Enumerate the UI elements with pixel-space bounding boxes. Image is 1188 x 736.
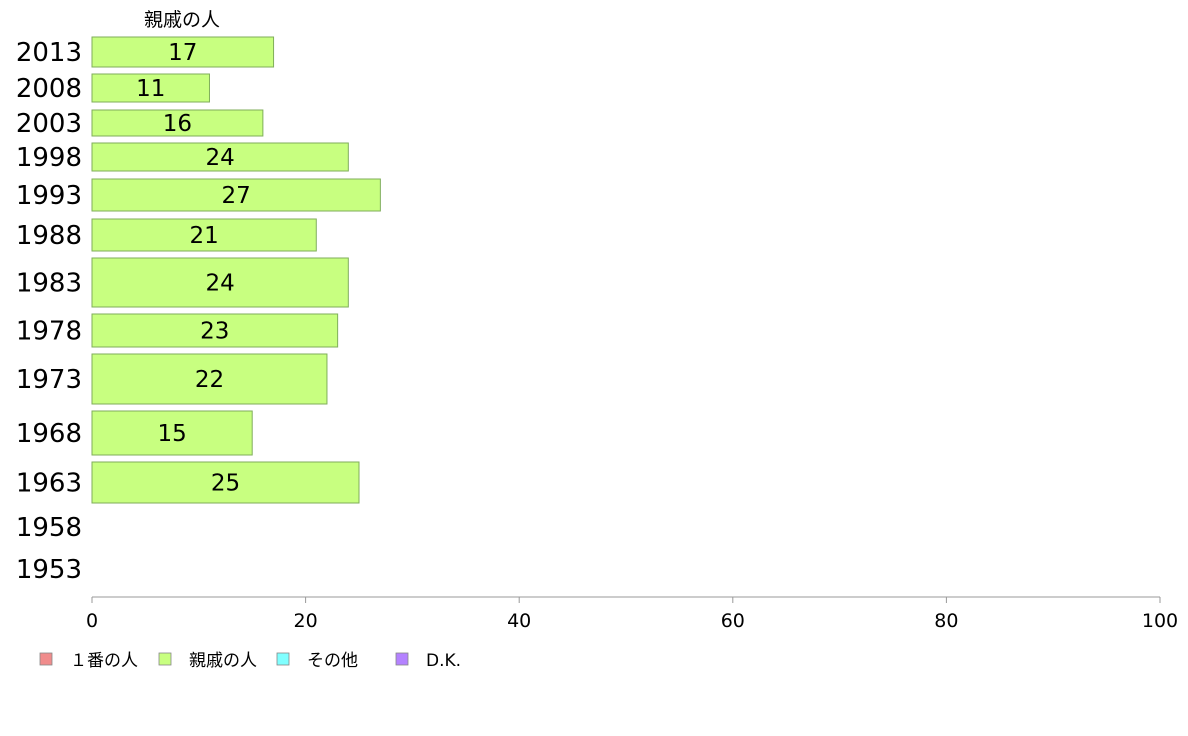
- legend-swatch: [395, 652, 409, 666]
- category-label: 1968: [16, 419, 82, 449]
- legend-item: １番の人: [39, 651, 138, 671]
- category-label: 2008: [16, 74, 82, 104]
- category-labels: 2013 2008 2003 1998 1993 1988 1983 1978 1973 1968…: [16, 38, 82, 585]
- legend-item: 親戚の人: [158, 651, 257, 671]
- legend-swatch: [39, 652, 53, 666]
- category-label: 1953: [16, 555, 82, 585]
- x-tick-label: 40: [507, 610, 531, 632]
- category-label: 1973: [16, 365, 82, 395]
- legend-label: D.K.: [426, 651, 461, 671]
- bar: [91, 313, 339, 348]
- bar-value-label: 24: [206, 145, 235, 171]
- x-tick-label: 0: [86, 610, 98, 632]
- category-label: 1958: [16, 513, 82, 543]
- legend-item: その他: [276, 651, 358, 671]
- legend-item: D.K.: [395, 651, 461, 671]
- legend-swatch: [276, 652, 290, 666]
- category-label: 1963: [16, 469, 82, 499]
- bar: [91, 461, 360, 504]
- bar: [91, 142, 349, 172]
- bar-value-label: 23: [200, 319, 229, 345]
- bar: [91, 410, 253, 456]
- x-tick-label: 100: [1142, 610, 1178, 632]
- category-label: 1978: [16, 317, 82, 347]
- category-label: 1983: [16, 269, 82, 299]
- bar: [91, 218, 317, 252]
- legend-label: １番の人: [70, 651, 138, 671]
- bar-value-label: 22: [195, 367, 224, 393]
- bar: [91, 36, 275, 68]
- bar: [91, 109, 264, 137]
- bar: [91, 257, 349, 308]
- category-label: 1988: [16, 221, 82, 251]
- bar-value-label: 11: [136, 76, 165, 102]
- legend-swatch: [158, 652, 172, 666]
- legend-label: その他: [307, 651, 358, 671]
- category-label: 2013: [16, 38, 82, 68]
- bar-value-label: 21: [189, 223, 218, 249]
- bar-value-label: 25: [211, 471, 240, 497]
- category-label: 1998: [16, 143, 82, 173]
- category-label: 1993: [16, 181, 82, 211]
- bar-value-label: 15: [157, 421, 186, 447]
- series-title: 親戚の人: [144, 9, 220, 31]
- bar: [91, 178, 381, 212]
- bar: [91, 353, 328, 405]
- bar-value-label: 27: [222, 183, 251, 209]
- bar-value-label: 16: [163, 111, 192, 137]
- x-tick-label: 20: [294, 610, 318, 632]
- bar-value-label: 17: [168, 40, 197, 66]
- legend: １番の人 親戚の人 その他 D.K.: [39, 651, 461, 671]
- bar-value-label: 24: [206, 271, 235, 297]
- bar: [91, 73, 210, 103]
- category-label: 2003: [16, 109, 82, 139]
- x-tick-label: 60: [721, 610, 745, 632]
- x-tick-label: 80: [934, 610, 958, 632]
- legend-label: 親戚の人: [189, 651, 257, 671]
- x-axis: 0 20 40 60 80 100: [86, 596, 1178, 632]
